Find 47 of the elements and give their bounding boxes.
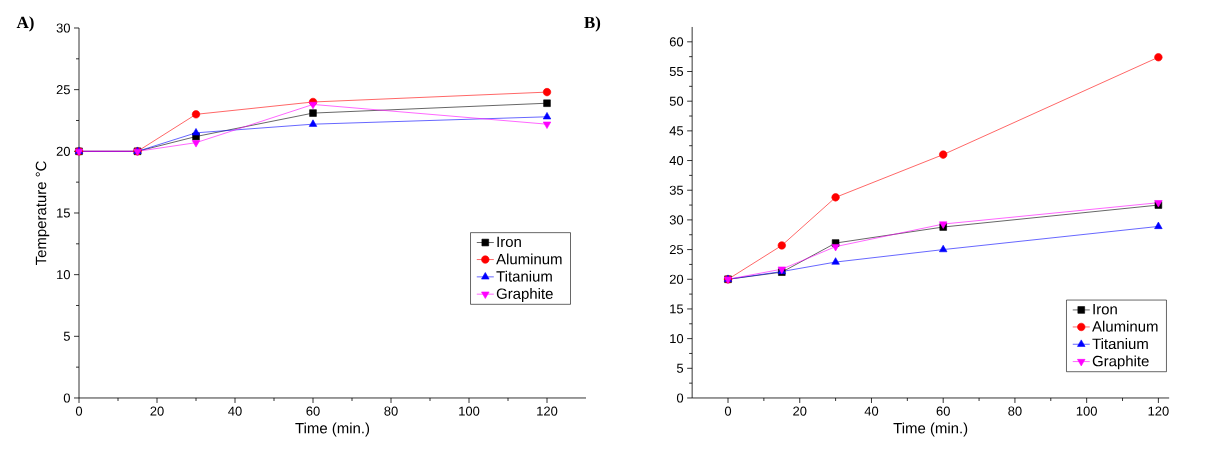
x-tick-label: 0: [724, 406, 732, 416]
y-tick-label: 60: [669, 37, 684, 47]
x-tick-label: 120: [537, 406, 558, 416]
y-tick-label: 45: [669, 126, 684, 136]
legend-label: Aluminum: [496, 253, 562, 265]
x-tick-label: 0: [75, 406, 83, 416]
y-tick-label: 35: [669, 185, 684, 195]
x-tick-label: 100: [459, 406, 480, 416]
y-tick-label: 10: [670, 334, 684, 344]
y-tick-label: 30: [56, 23, 70, 33]
y-tick-label: 25: [56, 85, 70, 95]
x-tick-label: 20: [793, 406, 807, 416]
legend-label: Titanium: [1092, 338, 1148, 350]
legend-label: Titanium: [496, 270, 552, 282]
x-tick-label: 20: [150, 406, 164, 416]
legend-label: Iron: [497, 236, 521, 248]
y-tick-label: 10: [57, 270, 70, 280]
y-tick-label: 5: [676, 363, 684, 373]
chart-title: A): [16, 16, 34, 32]
y-axis-title: Temperature °C: [35, 161, 50, 266]
y-tick-label: 50: [669, 96, 684, 106]
x-tick-label: 80: [384, 406, 398, 416]
x-tick-label: 60: [936, 406, 950, 416]
y-tick-label: 15: [670, 304, 684, 314]
y-tick-label: 5: [63, 331, 70, 341]
legend-label: Graphite: [496, 288, 553, 302]
y-tick-label: 20: [669, 274, 684, 284]
y-tick-label: 0: [676, 393, 684, 403]
y-tick-label: 55: [669, 66, 684, 77]
x-axis-title: Time (min.): [295, 422, 370, 437]
y-tick-label: 30: [669, 215, 684, 225]
y-tick-label: 20: [56, 146, 70, 156]
y-tick-label: 40: [669, 155, 684, 166]
x-tick-label: 100: [1076, 406, 1097, 416]
legend-label: Aluminum: [1092, 320, 1158, 332]
x-tick-label: 60: [306, 406, 320, 416]
x-tick-label: 40: [864, 406, 879, 416]
x-tick-label: 120: [1148, 406, 1169, 416]
y-tick-label: 0: [63, 393, 70, 403]
y-tick-label: 15: [57, 208, 70, 218]
x-axis-title: Time (min.): [893, 422, 968, 437]
legend-label: Graphite: [1092, 355, 1149, 370]
x-tick-label: 80: [1008, 406, 1022, 416]
chart-title: B): [584, 16, 601, 32]
x-tick-label: 40: [228, 406, 242, 416]
y-tick-label: 25: [669, 245, 684, 255]
legend-label: Iron: [1093, 304, 1117, 315]
